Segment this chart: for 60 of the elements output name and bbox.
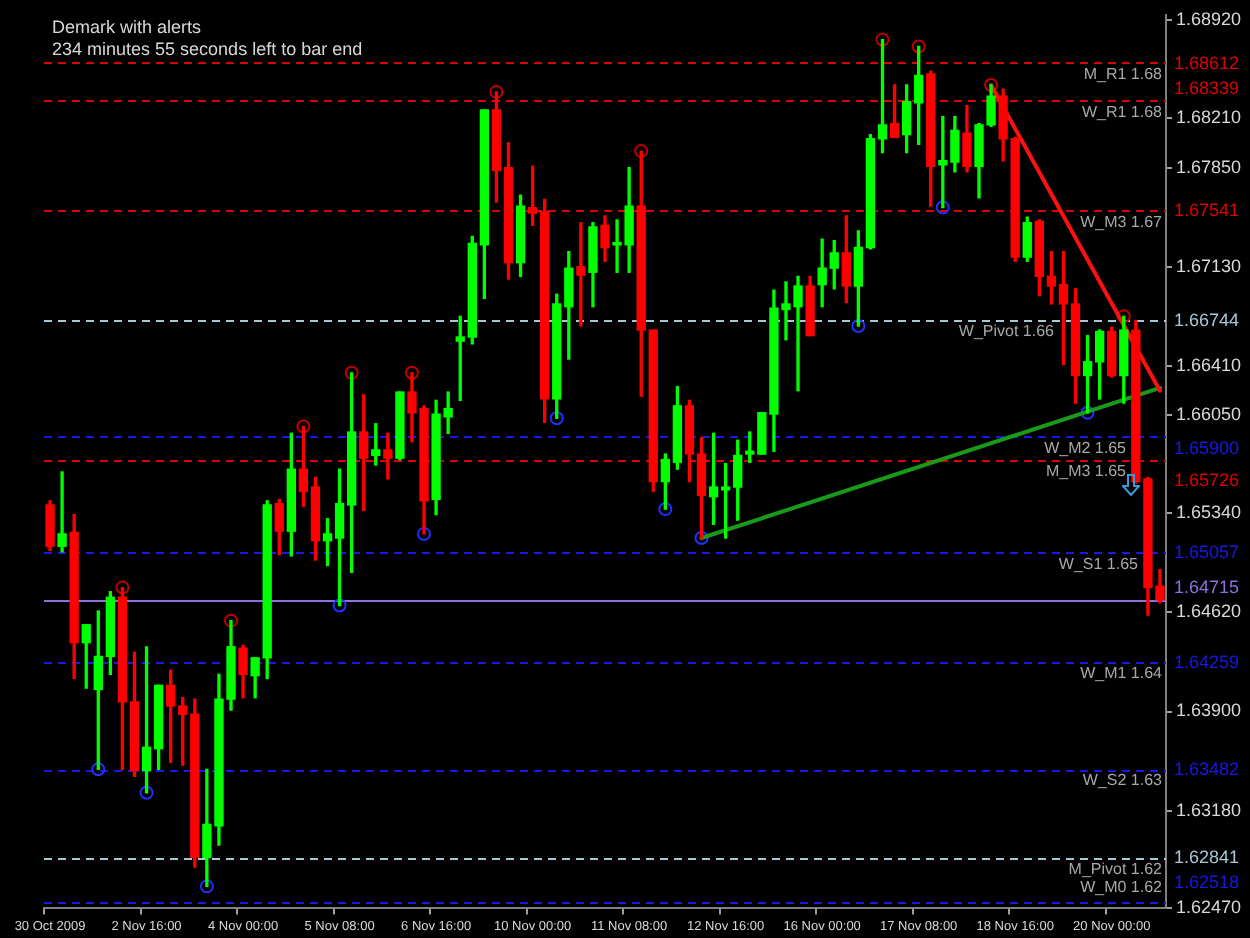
text: 234 minutes 55 seconds left to bar end xyxy=(52,38,363,59)
point xyxy=(984,78,999,93)
point xyxy=(344,365,359,380)
ref-line-label: 1.64715 xyxy=(1174,577,1240,598)
ref-line-label: 1.65900 xyxy=(1174,438,1240,459)
annotation: M_M3 1.65 xyxy=(1045,462,1128,481)
y-tick-label: 1.65340 xyxy=(1176,502,1242,523)
annotation: M_R1 1.68 xyxy=(1083,65,1164,84)
point xyxy=(404,365,419,380)
annotation: W_M1 1.64 xyxy=(1080,664,1164,683)
annotation: W_R1 1.68 xyxy=(1081,102,1164,121)
point xyxy=(139,785,154,800)
annotation: W_M3 1.67 xyxy=(1080,212,1164,231)
candlestick xyxy=(57,471,67,553)
ref-line-label: 1.62518 xyxy=(1174,871,1240,892)
ref-line-label: 1.65057 xyxy=(1174,542,1240,563)
point xyxy=(332,598,347,613)
y-tick-label: 1.66410 xyxy=(1176,354,1242,375)
ref-line-label: 1.68339 xyxy=(1174,78,1240,99)
point xyxy=(224,613,238,628)
point xyxy=(199,879,214,894)
annotation: W_S2 1.63 xyxy=(1082,771,1164,790)
ref-line-label: 1.63482 xyxy=(1174,759,1240,780)
y-tick-label: 1.66050 xyxy=(1176,404,1242,425)
point xyxy=(851,318,866,333)
ref-line-label: 1.62841 xyxy=(1174,847,1240,868)
y-tick-label: 1.63180 xyxy=(1176,799,1242,820)
y-tick-label: 1.67130 xyxy=(1176,255,1242,276)
point xyxy=(489,84,504,99)
point xyxy=(875,32,890,47)
ref-line-label: 1.68612 xyxy=(1174,52,1240,73)
chart-title: Demark with alerts xyxy=(52,16,203,37)
point xyxy=(911,39,926,54)
y-tick-label: 1.68920 xyxy=(1176,9,1242,30)
ref-line-label: 1.65726 xyxy=(1174,470,1240,491)
annotation: W_S1 1.65 xyxy=(1058,554,1140,573)
ref-line-label: 1.67541 xyxy=(1174,200,1240,221)
annotation: M_Pivot 1.62 xyxy=(1068,859,1164,878)
y-tick-label: 1.64620 xyxy=(1176,601,1242,622)
y-tick-label: 1.62470 xyxy=(1176,897,1242,918)
point xyxy=(1116,309,1131,324)
point xyxy=(1080,405,1095,420)
point xyxy=(694,531,709,546)
point xyxy=(296,419,311,434)
ref-line-label: 1.64259 xyxy=(1174,652,1240,673)
y-tick-label: 1.67850 xyxy=(1176,156,1242,177)
candlestick xyxy=(576,222,586,327)
annotation: W_Pivot 1.66 xyxy=(958,322,1056,341)
point xyxy=(115,580,130,595)
point xyxy=(658,502,673,517)
point xyxy=(417,526,432,541)
y-tick-label: 1.68210 xyxy=(1176,107,1242,128)
point xyxy=(634,144,649,159)
point xyxy=(549,411,564,426)
annotation: W_M0 1.62 xyxy=(1080,878,1164,897)
y-tick-label: 1.63900 xyxy=(1176,700,1242,721)
point xyxy=(935,200,950,215)
annotation: W_M2 1.65 xyxy=(1044,438,1128,457)
point xyxy=(91,762,106,777)
ref-line-label: 1.66744 xyxy=(1174,309,1240,330)
